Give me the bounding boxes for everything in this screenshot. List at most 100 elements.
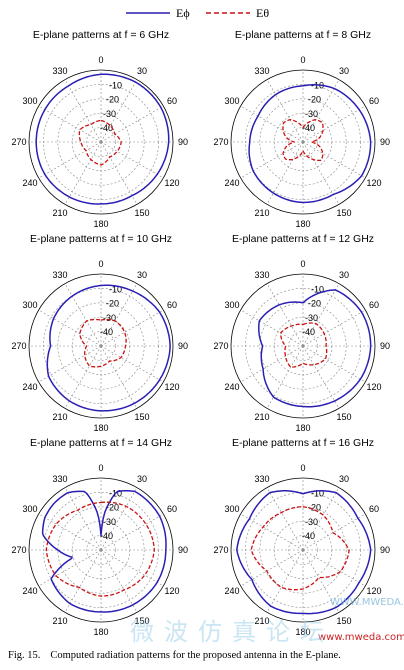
angle-tick-label: 210 — [254, 208, 269, 218]
polar-outer-ring — [28, 273, 174, 419]
polar-grid — [230, 273, 376, 419]
angle-tick-label: 30 — [339, 270, 349, 280]
angle-tick-label: 120 — [366, 382, 381, 392]
angle-tick-label: 30 — [137, 474, 147, 484]
polar-grid-spoke — [302, 105, 366, 143]
radial-tick-label: -10 — [109, 81, 122, 91]
polar-grid-ring — [57, 302, 145, 390]
angle-tick-label: 300 — [224, 300, 239, 310]
radial-tick-label: -40 — [302, 123, 315, 133]
angle-tick-label: 330 — [52, 66, 67, 76]
radial-tick-label: -40 — [100, 123, 113, 133]
polar-grid — [230, 69, 376, 215]
radial-tick-label: -20 — [308, 503, 321, 513]
radial-tick-label: -20 — [308, 95, 321, 105]
angle-tick-label: 180 — [295, 423, 310, 433]
angle-tick-label: 90 — [380, 545, 390, 555]
angle-tick-label: 150 — [336, 616, 351, 626]
polar-grid-spoke — [266, 283, 304, 347]
polar-grid-spoke — [100, 141, 138, 205]
polar-grid-spoke — [64, 283, 102, 347]
polar-grid-spoke — [100, 549, 138, 613]
polar-grid-spoke — [64, 79, 102, 143]
series-etheta-line — [79, 318, 127, 368]
polar-grid-spoke — [302, 549, 366, 587]
angle-tick-label: 180 — [93, 423, 108, 433]
series-etheta-line — [282, 118, 324, 162]
caption-fig-number: Fig. 15. — [8, 650, 41, 661]
angle-tick-label: 300 — [22, 300, 37, 310]
radial-tick-label: -20 — [106, 299, 119, 309]
polar-grid-spoke — [266, 487, 304, 551]
polar-chart-3: 0 30 60 90 120 150 180 210 240 270 300 330 -10 -20 -30… — [11, 259, 188, 433]
chart-panel-5: E-plane patterns at f = 14 GHz 0 30 60 90 12… — [0, 436, 202, 640]
chart-title-1: E-plane patterns at f = 6 GHz — [32, 29, 170, 41]
polar-grid-ring — [288, 127, 318, 157]
angle-tick-label: 90 — [380, 137, 390, 147]
angle-tick-label: 30 — [339, 474, 349, 484]
angle-tick-label: 240 — [22, 586, 37, 596]
legend-label-ephi: Eϕ — [176, 5, 190, 20]
polar-outer-ring — [28, 477, 174, 623]
polar-grid-spoke — [266, 549, 304, 613]
angle-tick-label: 60 — [167, 96, 177, 106]
angle-tick-label: 0 — [98, 463, 103, 473]
angle-tick-label: 90 — [178, 137, 188, 147]
polar-outer-ring — [230, 477, 376, 623]
radial-tick-label: -40 — [100, 531, 113, 541]
angle-tick-label: 150 — [134, 412, 149, 422]
figure-caption: Fig. 15. Computed radiation patterns for … — [8, 650, 400, 661]
angle-tick-label: 240 — [224, 382, 239, 392]
angle-tick-label: 270 — [213, 545, 228, 555]
polar-grid-ring — [86, 535, 116, 565]
radial-tick-label: -30 — [305, 517, 318, 527]
angle-tick-label: 180 — [93, 219, 108, 229]
angle-tick-label: 90 — [380, 341, 390, 351]
angle-tick-label: 90 — [178, 341, 188, 351]
series-etheta-line — [279, 322, 328, 368]
polar-grid-spoke — [38, 513, 102, 551]
polar-grid-spoke — [100, 345, 138, 409]
angle-tick-label: 210 — [254, 616, 269, 626]
angle-tick-label: 300 — [224, 96, 239, 106]
angle-tick-label: 30 — [137, 270, 147, 280]
legend: Eϕ Eθ — [0, 0, 404, 26]
angle-tick-label: 150 — [134, 208, 149, 218]
radial-tick-label: -30 — [103, 313, 116, 323]
polar-grid-spoke — [64, 549, 102, 613]
angle-tick-label: 330 — [254, 66, 269, 76]
chart-panel-3: E-plane patterns at f = 10 GHz 0 30 60 90 12… — [0, 232, 202, 436]
radial-tick-label: -10 — [109, 285, 122, 295]
polar-grid — [28, 273, 174, 419]
angle-tick-label: 60 — [167, 300, 177, 310]
legend-label-etheta: Eθ — [256, 5, 270, 20]
angle-tick-label: 30 — [339, 66, 349, 76]
polar-grid-spoke — [38, 141, 102, 179]
polar-grid-spoke — [240, 549, 304, 587]
angle-tick-label: 120 — [164, 382, 179, 392]
angle-tick-label: 0 — [300, 55, 305, 65]
chart-panel-4: E-plane patterns at f = 12 GHz 0 30 60 90 12… — [202, 232, 404, 436]
chart-title-2: E-plane patterns at f = 8 GHz — [234, 29, 372, 41]
angle-tick-label: 60 — [369, 300, 379, 310]
angle-tick-label: 240 — [224, 178, 239, 188]
angle-tick-label: 0 — [98, 259, 103, 269]
angle-tick-label: 330 — [254, 474, 269, 484]
polar-grid-spoke — [302, 79, 340, 143]
polar-grid-spoke — [64, 345, 102, 409]
angle-tick-label: 210 — [52, 208, 67, 218]
polar-grid — [28, 69, 174, 215]
chart-title-3: E-plane patterns at f = 10 GHz — [29, 233, 173, 245]
angle-tick-label: 120 — [366, 586, 381, 596]
polar-outer-ring — [28, 69, 174, 215]
polar-chart-6: 0 30 60 90 120 150 180 210 240 270 300 330 -10 -20 -30… — [213, 463, 390, 637]
angle-tick-label: 0 — [300, 259, 305, 269]
series-ephi-line — [46, 284, 171, 412]
polar-grid-spoke — [100, 141, 164, 179]
angle-tick-label: 300 — [22, 504, 37, 514]
angle-tick-label: 270 — [11, 545, 26, 555]
polar-grid-ring — [57, 98, 145, 186]
radial-tick-label: -10 — [311, 285, 324, 295]
angle-tick-label: 180 — [295, 627, 310, 637]
angle-tick-label: 330 — [52, 474, 67, 484]
